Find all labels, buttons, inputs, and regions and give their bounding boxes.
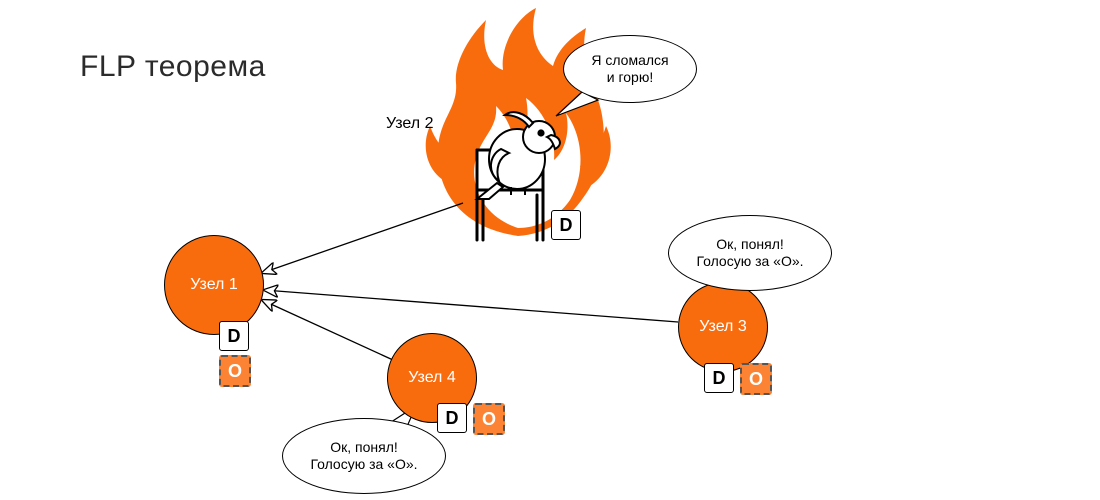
node-2-label: Узел 2 — [386, 115, 433, 133]
node-1-label: Узел 1 — [190, 276, 237, 294]
arrow-n4-n1 — [262, 300, 393, 360]
token-n1-o: O — [219, 355, 251, 387]
page-title: FLP теорема — [80, 50, 266, 84]
diagram-stage: FLP теорема — [0, 0, 1100, 500]
bubble-node-4: Ок, понял!Голосую за «O». — [282, 418, 446, 494]
bubble-node-3-text: Ок, понял!Голосую за «O». — [696, 236, 803, 271]
arrow-n3-n1 — [264, 290, 678, 322]
node-1: Узел 1 — [164, 235, 264, 335]
bubble-node-2: Я сломалсяи горю! — [563, 35, 697, 103]
flame-outer — [438, 8, 604, 236]
node-4-label: Узел 4 — [408, 369, 455, 387]
token-n1-d: D — [219, 321, 249, 351]
flame-spike-right — [580, 126, 611, 186]
bubble-node-4-text: Ок, понял!Голосую за «O». — [310, 439, 417, 474]
token-n3-d: D — [704, 363, 734, 393]
flame-spike-left — [426, 126, 460, 183]
token-n4-o: O — [473, 403, 505, 435]
flame-inner — [474, 98, 580, 228]
node-3-label: Узел 3 — [699, 318, 746, 336]
token-n3-o: O — [740, 363, 772, 395]
bubble-node-2-text: Я сломалсяи горю! — [591, 52, 668, 87]
bubble-node-3: Ок, понял!Голосую за «O». — [668, 215, 832, 291]
token-n4-d: D — [437, 403, 467, 433]
arrow-n2-n1 — [262, 203, 463, 273]
node-3: Узел 3 — [678, 282, 768, 372]
token-n2-d: D — [551, 210, 581, 240]
